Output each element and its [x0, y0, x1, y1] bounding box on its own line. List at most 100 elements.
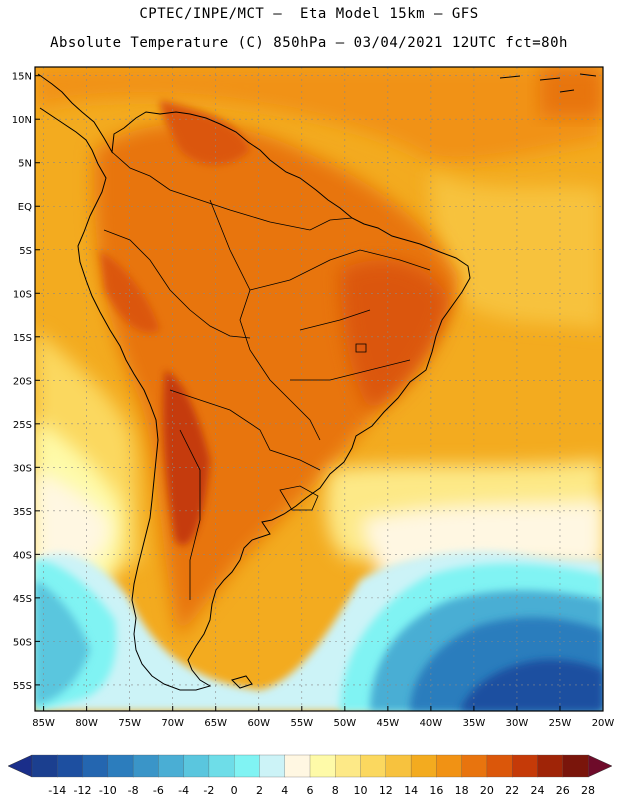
falkland-islands: [231, 675, 253, 689]
colorbar-tick-label: 2: [256, 784, 263, 797]
colorbar-tick-label: 24: [530, 784, 544, 797]
colorbar-tick-label: 20: [480, 784, 494, 797]
colorbar-swatch: [82, 754, 109, 778]
colorbar-tick-label: -2: [203, 784, 214, 797]
lon-tick-label: 35W: [463, 718, 486, 729]
colorbar-tick-label: -4: [178, 784, 189, 797]
colorbar: -14 -12 -10 -8 -6 -4 -2 0 2 4 6 8 10 12 14 16 18 20 22 24 26…: [7, 754, 613, 797]
latitude-labels: 15N 10N 5N EQ 5S 10S 15S 20S 25S 30S 35S 40S 45S 50S 5…: [12, 72, 32, 692]
colorbar-tick-label: 16: [429, 784, 443, 797]
lon-tick-label: 50W: [334, 718, 357, 729]
field-north-band: [35, 67, 603, 163]
lon-tick-label: 20W: [592, 718, 615, 729]
field-venezuela-core: [160, 100, 250, 165]
brazil-inner-states: [355, 343, 367, 353]
colorbar-swatch: [31, 754, 58, 778]
colorbar-swatch: [562, 754, 589, 778]
colorbar-tick-label: 18: [455, 784, 469, 797]
lat-tick-label: 10S: [13, 289, 32, 300]
colorbar-swatch: [360, 754, 387, 778]
lon-tick-label: 80W: [75, 718, 98, 729]
field-pacific-cream: [35, 470, 111, 580]
lat-tick-label: 20S: [13, 376, 32, 387]
colorbar-swatch: [259, 754, 286, 778]
colorbar-tick-label: 6: [307, 784, 314, 797]
colorbar-tick-label: 26: [556, 784, 570, 797]
colorbar-tick-label: 12: [379, 784, 393, 797]
field-se-deepest: [460, 659, 603, 711]
colorbar-tick-label: 8: [332, 784, 339, 797]
colorbar-swatch: [208, 754, 235, 778]
border-brazil-west: [209, 199, 321, 441]
colorbar-swatch: [107, 754, 134, 778]
colorbar-left-arrow: [7, 754, 33, 778]
colorbar-tick-label: 28: [581, 784, 595, 797]
lat-tick-label: 5N: [18, 159, 32, 170]
colorbar-tick-label: -14: [48, 784, 66, 797]
lon-tick-label: 55W: [290, 718, 313, 729]
border-north: [111, 151, 353, 231]
field-ne-brazil-core: [340, 260, 450, 410]
title-line-2: Absolute Temperature (C) 850hPa – 03/04/…: [50, 35, 568, 51]
field-ne-corner: [540, 67, 603, 117]
colorbar-tick-label: 22: [505, 784, 519, 797]
colorbar-swatch: [158, 754, 185, 778]
lat-tick-label: 30S: [13, 463, 32, 474]
colorbar-swatch: [309, 754, 336, 778]
coastlines: [37, 73, 597, 691]
title-line-1: CPTEC/INPE/MCT – Eta Model 15km – GFS: [139, 6, 479, 22]
colorbar-swatch: [335, 754, 362, 778]
lon-tick-label: 45W: [377, 718, 400, 729]
map-frame: [34, 66, 604, 712]
colorbar-swatch: [385, 754, 412, 778]
colorbar-tick-label: -8: [128, 784, 139, 797]
colorbar-tick-label: -12: [74, 784, 92, 797]
colorbar-swatch: [183, 754, 210, 778]
lon-tick-label: 70W: [161, 718, 184, 729]
caribbean-islands: [499, 73, 597, 93]
south-america-coast: [37, 73, 471, 691]
colorbar-swatch: [234, 754, 261, 778]
lat-tick-label: 15S: [13, 333, 32, 344]
temperature-field: [35, 67, 603, 711]
border-brazil-interior: [249, 249, 431, 381]
field-sw-blue: [35, 580, 90, 705]
lon-tick-label: 60W: [247, 718, 270, 729]
lat-tick-label: 25S: [13, 420, 32, 431]
colorbar-tick-label: -6: [153, 784, 164, 797]
colorbar-swatch: [132, 754, 160, 778]
colorbar-swatch: [57, 754, 84, 778]
lat-tick-label: 40S: [13, 550, 32, 561]
colorbar-swatch: [486, 754, 513, 778]
lat-tick-label: 35S: [13, 507, 32, 518]
longitude-labels: 85W 80W 75W 70W 65W 60W 55W 50W 45W 40W 35W 30W 25W 2…: [32, 718, 614, 729]
colorbar-tick-label: 10: [354, 784, 368, 797]
lon-tick-label: 25W: [549, 718, 572, 729]
border-andes: [103, 229, 251, 339]
lat-tick-label: 45S: [13, 594, 32, 605]
lat-tick-label: 15N: [12, 72, 32, 83]
country-borders: [103, 151, 431, 600]
field-chaco-core: [163, 370, 210, 546]
colorbar-swatch: [537, 754, 564, 778]
colorbar-tick-label: 4: [281, 784, 288, 797]
colorbar-tick-label: 0: [231, 784, 238, 797]
colorbar-swatch: [284, 754, 311, 778]
colorbar-swatch: [512, 754, 539, 778]
uruguay-outline: [279, 485, 319, 511]
lon-tick-label: 30W: [506, 718, 529, 729]
lon-tick-label: 75W: [118, 718, 141, 729]
lat-tick-label: 10N: [12, 115, 32, 126]
colorbar-tick-label: -10: [99, 784, 117, 797]
lat-tick-label: 55S: [13, 681, 32, 692]
lon-tick-label: 65W: [204, 718, 227, 729]
field-andes-core: [100, 250, 160, 333]
lat-tick-label: 50S: [13, 637, 32, 648]
border-south: [169, 389, 321, 600]
colorbar-swatch: [410, 754, 438, 778]
lon-tick-label: 40W: [420, 718, 443, 729]
colorbar-swatch: [461, 754, 488, 778]
colorbar-right-arrow: [587, 754, 613, 778]
lat-tick-label: 5S: [19, 246, 32, 257]
